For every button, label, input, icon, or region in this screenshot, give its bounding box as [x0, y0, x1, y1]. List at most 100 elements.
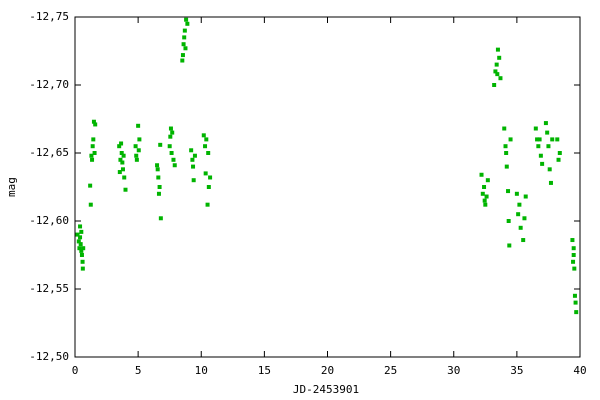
point	[155, 167, 160, 172]
point	[493, 69, 498, 74]
point	[180, 58, 185, 63]
point	[571, 259, 576, 264]
point	[572, 293, 577, 298]
point	[495, 72, 500, 77]
point	[156, 191, 161, 196]
point	[522, 216, 527, 221]
point	[91, 137, 96, 142]
point	[158, 216, 163, 221]
point	[204, 137, 209, 142]
point	[80, 266, 85, 271]
point	[516, 212, 521, 217]
point	[521, 238, 526, 243]
point	[571, 246, 576, 251]
point	[503, 144, 508, 149]
point	[90, 144, 95, 149]
point	[117, 170, 122, 175]
x-tick-label: 25	[384, 364, 397, 377]
point	[492, 83, 497, 87]
point	[506, 189, 511, 194]
point	[206, 151, 211, 155]
point	[483, 202, 488, 207]
point	[189, 148, 194, 153]
point	[203, 171, 208, 176]
point	[168, 134, 173, 139]
y-tick-label: -12,65	[29, 146, 69, 159]
point	[170, 130, 175, 135]
x-tick-label: 35	[510, 364, 523, 377]
point	[507, 243, 512, 248]
x-tick-label: 30	[447, 364, 460, 377]
point	[555, 137, 560, 142]
point	[182, 35, 187, 40]
point	[122, 175, 127, 180]
point	[205, 202, 210, 207]
point	[546, 144, 551, 149]
point	[497, 55, 502, 60]
point	[136, 123, 141, 128]
point	[90, 157, 95, 162]
point	[75, 232, 80, 237]
point	[479, 172, 484, 177]
point	[482, 198, 487, 203]
point	[547, 167, 552, 172]
point	[556, 157, 561, 162]
point	[494, 62, 499, 67]
point	[574, 310, 579, 315]
point	[169, 151, 174, 155]
point	[89, 153, 94, 158]
point	[191, 164, 196, 169]
point	[137, 137, 142, 142]
point	[120, 167, 125, 172]
point	[119, 141, 124, 146]
point	[208, 175, 213, 180]
point	[91, 119, 96, 124]
point	[192, 153, 197, 158]
point	[201, 133, 206, 138]
point	[185, 21, 190, 26]
point	[134, 153, 139, 158]
point	[123, 187, 128, 192]
x-tick-label: 40	[573, 364, 586, 377]
point	[88, 202, 93, 207]
point	[80, 259, 85, 264]
point	[498, 76, 503, 81]
point	[120, 160, 125, 165]
point	[484, 194, 489, 199]
x-tick-label: 20	[321, 364, 334, 377]
y-axis-label: mag	[5, 177, 18, 197]
point	[518, 225, 523, 230]
point	[78, 235, 83, 240]
point	[181, 42, 186, 47]
point	[81, 246, 86, 251]
y-tick-label: -12,55	[29, 282, 69, 295]
point	[168, 126, 173, 131]
point	[480, 191, 485, 196]
point	[119, 151, 124, 155]
point	[545, 130, 550, 135]
point	[182, 28, 187, 33]
point	[156, 175, 161, 180]
point	[93, 122, 98, 127]
point	[79, 229, 84, 234]
y-tick-label: -12,60	[29, 214, 69, 227]
point	[508, 137, 513, 142]
y-tick-label: -12,70	[29, 78, 69, 91]
point	[171, 157, 176, 162]
point	[180, 53, 185, 58]
point	[77, 246, 82, 251]
point	[183, 46, 188, 51]
point	[506, 219, 511, 223]
point	[79, 248, 84, 253]
plot-frame	[74, 16, 581, 358]
x-tick-label: 10	[195, 364, 208, 377]
point	[537, 137, 542, 142]
point	[573, 300, 578, 305]
point	[76, 239, 81, 244]
point	[117, 144, 122, 149]
x-tick-label: 15	[258, 364, 271, 377]
point	[548, 180, 553, 185]
point	[535, 137, 540, 142]
